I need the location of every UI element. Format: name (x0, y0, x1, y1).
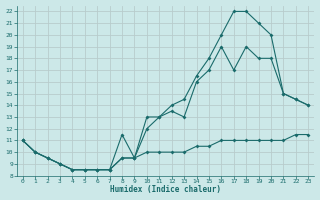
X-axis label: Humidex (Indice chaleur): Humidex (Indice chaleur) (110, 185, 221, 194)
